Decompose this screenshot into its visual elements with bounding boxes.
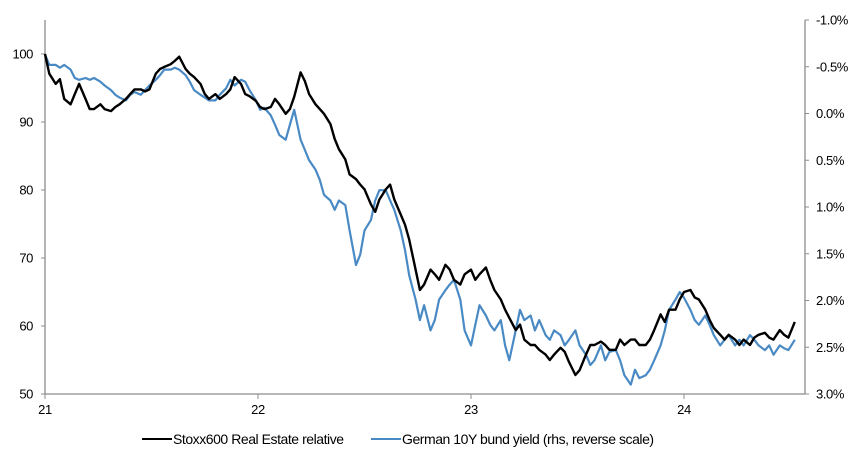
right-tick-label: 1.5% <box>816 246 845 261</box>
right-tick-label: -0.5% <box>816 59 849 74</box>
right-tick-label: -1.0% <box>816 13 849 28</box>
left-tick-label: 100 <box>13 47 34 62</box>
right-tick-label: 3.0% <box>816 387 845 402</box>
x-tick-label: 22 <box>251 402 265 417</box>
right-tick-label: 0.5% <box>816 153 845 168</box>
right-tick-label: 0.0% <box>816 106 845 121</box>
x-tick-label: 21 <box>38 402 52 417</box>
left-tick-label: 70 <box>19 251 33 266</box>
right-tick-label: 1.0% <box>816 200 845 215</box>
series-line-bund-yield <box>43 54 796 386</box>
left-tick-label: 90 <box>19 115 33 130</box>
legend-label: German 10Y bund yield (rhs, reverse scal… <box>402 431 654 447</box>
left-tick-label: 60 <box>19 319 33 334</box>
legend-swatch-blue-line <box>371 438 401 440</box>
legend-item-real-estate: Stoxx600 Real Estate relative <box>142 429 344 449</box>
left-tick-label: 50 <box>19 387 33 402</box>
right-tick-label: 2.0% <box>816 293 845 308</box>
legend-swatch-black-line <box>142 438 172 440</box>
series-line-real-estate <box>43 53 796 377</box>
legend: Stoxx600 Real Estate relative German 10Y… <box>0 429 852 449</box>
x-tick-label: 23 <box>464 402 478 417</box>
left-tick-label: 80 <box>19 183 33 198</box>
legend-label: Stoxx600 Real Estate relative <box>173 431 344 447</box>
x-tick-label: 24 <box>677 402 691 417</box>
right-tick-label: 2.5% <box>816 340 845 355</box>
legend-item-bund-yield: German 10Y bund yield (rhs, reverse scal… <box>371 429 654 449</box>
